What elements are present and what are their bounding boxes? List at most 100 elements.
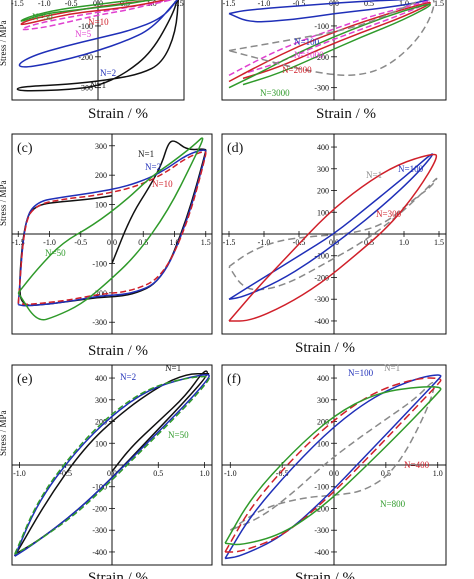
- legend-n-3000: N=3000: [260, 88, 290, 98]
- panel-letter: (d): [227, 141, 244, 156]
- y-tick-label: 100: [95, 439, 107, 448]
- panels: -1.5 -1.0 -0.5 0.0 0.5 1.0 1.5 -100 -200 -300 N=1 N…: [0, 0, 447, 579]
- legend-n-50: N=50: [32, 12, 53, 22]
- y-tick-label: -200: [92, 289, 107, 298]
- y-tick-label: 400: [95, 374, 107, 383]
- legend-n-10: N=10: [152, 179, 173, 189]
- x-tick-label: 0.0: [329, 469, 339, 478]
- x-axis-label: Strain / %: [88, 343, 148, 359]
- y-tick-label: -200: [78, 53, 93, 62]
- y-tick-label: -200: [92, 504, 107, 513]
- x-tick-label: -1.0: [258, 238, 271, 247]
- y-tick-label: -400: [92, 548, 107, 557]
- legend-n-1: N=1: [165, 363, 181, 373]
- x-tick-label: -0.5: [293, 0, 306, 8]
- y-tick-label: -100: [314, 252, 329, 261]
- series-line-n-50: [14, 375, 210, 555]
- y-tick-label: 200: [317, 187, 329, 196]
- y-tick-label: -200: [314, 273, 329, 282]
- series-line-n-100: [224, 374, 442, 560]
- x-tick-label: 1.0: [170, 238, 180, 247]
- legend-n-1: N=1: [384, 363, 400, 373]
- series-line-n-1: [16, 0, 180, 92]
- series-line-n-1: [19, 140, 207, 307]
- x-tick-label: 1.0: [433, 469, 443, 478]
- series-line-n-50: [17, 137, 204, 321]
- series-line-n-300: [228, 153, 438, 322]
- x-axis-label: Strain / %: [316, 106, 376, 122]
- y-tick-label: 100: [317, 439, 329, 448]
- y-tick-label: -100: [78, 22, 93, 31]
- series-line-n-2: [17, 149, 207, 307]
- y-tick-label: -200: [314, 504, 329, 513]
- curves: [228, 153, 438, 322]
- legend-n-1: N=1: [90, 80, 106, 90]
- y-tick-label: 300: [317, 165, 329, 174]
- x-tick-label: -1.5: [11, 0, 24, 8]
- y-tick-label: 100: [317, 208, 329, 217]
- x-tick-label: 1.5: [434, 0, 444, 8]
- x-tick-label: 0.5: [381, 469, 391, 478]
- y-tick-label: -200: [314, 53, 329, 62]
- x-tick-label: -0.5: [65, 0, 78, 8]
- legend-n-10: N=10: [88, 17, 109, 27]
- y-tick-label: -300: [314, 295, 329, 304]
- y-tick-label: 400: [317, 374, 329, 383]
- series-line-n-100: [228, 153, 434, 300]
- y-axis-label-fragment: Stress / MPa: [0, 20, 8, 66]
- y-tick-label: -100: [314, 483, 329, 492]
- x-tick-label: -1.0: [224, 469, 237, 478]
- legend-n-5: N=5: [75, 29, 92, 39]
- panel-letter: (e): [17, 372, 33, 387]
- y-tick-label: 400: [317, 143, 329, 152]
- y-tick-label: -100: [92, 483, 107, 492]
- x-tick-label: 0.5: [138, 238, 148, 247]
- x-tick-label: 1.5: [201, 238, 211, 247]
- x-tick-label: 0.5: [153, 469, 163, 478]
- x-tick-label: -1.5: [223, 0, 236, 8]
- series-line-n-2: [14, 374, 210, 557]
- panel-f: -1.0 -0.5 0.0 0.5 1.0 400 300 200 100 -100 -200 -30…: [221, 363, 447, 579]
- legend-n-2: N=2: [100, 68, 116, 78]
- y-tick-label: -300: [92, 318, 107, 327]
- x-tick-label: -1.0: [13, 469, 26, 478]
- legend-n-2: N=2: [120, 372, 136, 382]
- y-tick-label: 200: [95, 171, 107, 180]
- y-tick-label: -100: [314, 22, 329, 31]
- x-tick-label: -1.0: [258, 0, 271, 8]
- series-line-n-2: [18, 0, 179, 68]
- x-tick-label: 1.0: [399, 238, 409, 247]
- legend-n-1000: N=1000: [294, 50, 324, 60]
- legend-n-100: N=100: [294, 37, 320, 47]
- y-tick-label: 300: [317, 396, 329, 405]
- x-axis-label: Strain / %: [88, 570, 148, 579]
- panel-letter: (c): [17, 141, 33, 156]
- panel-c: -1.5 -1.0 -0.5 0.0 0.5 1.0 1.5 300 200 100 -100 -20…: [11, 133, 213, 359]
- legend-n-50: N=50: [45, 248, 66, 258]
- series-line-n-100: [228, 0, 431, 23]
- y-tick-label: -300: [92, 526, 107, 535]
- curves: [14, 370, 210, 557]
- curves: [228, 0, 435, 89]
- legend-n-400: N=400: [404, 460, 430, 470]
- y-tick-label: 200: [95, 418, 107, 427]
- series-line-n-3000: [228, 3, 431, 89]
- y-tick-label: -400: [314, 317, 329, 326]
- curves: [16, 0, 180, 92]
- series-line-n-1000: [228, 0, 431, 76]
- y-tick-label: 300: [95, 396, 107, 405]
- legend-n-1: N=1: [366, 170, 382, 180]
- legend-n-100: N=100: [348, 368, 374, 378]
- series-line-n-400: [224, 377, 442, 553]
- x-axis-label: Strain / %: [295, 570, 355, 579]
- x-tick-label: 0.0: [107, 238, 117, 247]
- x-tick-label: -1.0: [43, 238, 56, 247]
- legend-n-2000: N=2000: [282, 65, 312, 75]
- x-tick-label: -0.5: [293, 238, 306, 247]
- legend-n-300: N=300: [376, 209, 402, 219]
- panel-e: -1.0 -0.5 0.0 0.5 1.0400300200100-100-200-30…: [11, 363, 213, 579]
- x-tick-label: 1.5: [434, 238, 444, 247]
- x-tick-label: 0.0: [107, 469, 117, 478]
- y-axis-label-fragment: Stress / MPa: [0, 410, 8, 456]
